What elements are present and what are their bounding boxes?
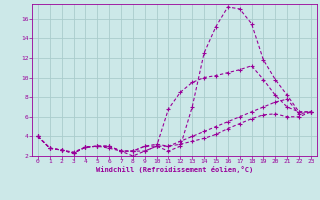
X-axis label: Windchill (Refroidissement éolien,°C): Windchill (Refroidissement éolien,°C) <box>96 166 253 173</box>
